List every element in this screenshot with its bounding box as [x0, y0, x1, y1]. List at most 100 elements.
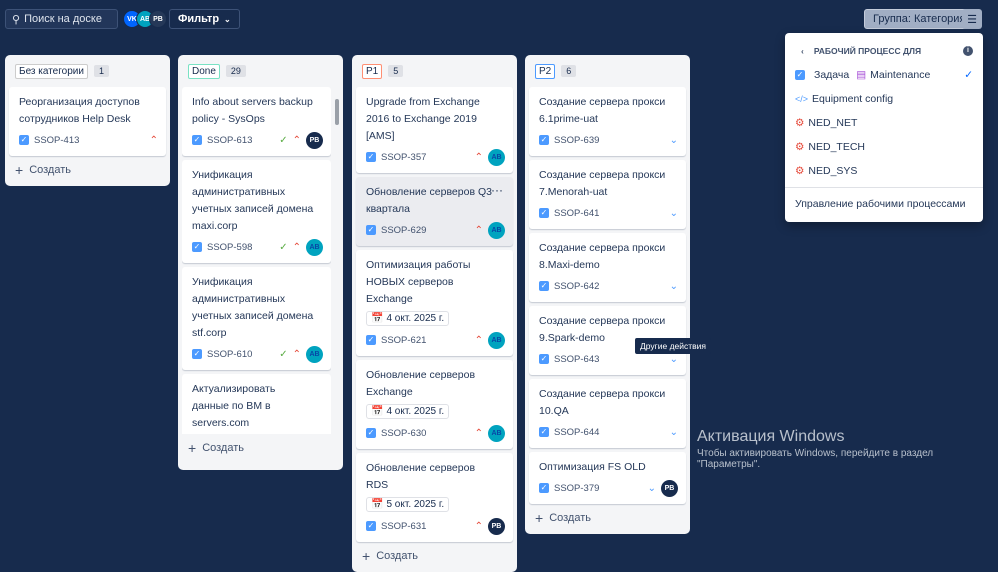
done-check-icon: ✓ — [279, 241, 288, 253]
chevron-down-icon: ⌄ — [224, 14, 231, 24]
assignee-avatar[interactable]: AB — [488, 331, 505, 349]
task-icon: ✓ — [19, 135, 29, 145]
task-icon: ✓ — [366, 521, 376, 531]
priority-high-icon: ⌃ — [149, 134, 158, 146]
create-issue-button[interactable]: + Создать — [535, 510, 591, 526]
issue-key[interactable]: SSOP-357 — [381, 151, 427, 163]
task-icon: ✓ — [192, 135, 202, 145]
menu-item-ned-net[interactable]: ⚙ NED_NET — [795, 117, 858, 129]
issue-key[interactable]: SSOP-613 — [207, 134, 253, 146]
menu-item-ned-tech[interactable]: ⚙ NED_TECH — [795, 141, 866, 153]
avatar[interactable]: PB — [149, 10, 167, 28]
back-icon[interactable]: ‹ — [801, 46, 804, 56]
issue-card[interactable]: Обновление серверов RDS 📅 5 окт. 2025 г. … — [356, 453, 513, 542]
priority-low-icon: ⌄ — [669, 207, 678, 219]
sliders-icon: ☰ — [967, 13, 977, 26]
column-title: Done — [188, 63, 220, 79]
issue-key[interactable]: SSOP-598 — [207, 241, 253, 253]
issue-card[interactable]: Реорганизация доступов сотрудников Help … — [9, 87, 166, 156]
column-header: P2 6 — [529, 59, 686, 83]
assignee-avatar[interactable]: AB — [488, 148, 505, 166]
avatar-group: VK AB PB — [123, 10, 167, 28]
due-date: 📅 5 окт. 2025 г. — [366, 497, 450, 512]
issue-key[interactable]: SSOP-643 — [554, 353, 600, 365]
view-settings-button[interactable]: ☰ — [962, 9, 982, 29]
task-icon: ✓ — [539, 208, 549, 218]
issue-card[interactable]: Унификация административных учетных запи… — [182, 160, 331, 263]
plus-icon: + — [362, 548, 371, 564]
calendar-icon: 📅 — [371, 313, 384, 324]
bug-icon: ⚙ — [795, 141, 805, 153]
issue-card[interactable]: Актуализировать данные по ВМ в servers.c… — [182, 374, 331, 434]
divider — [785, 187, 983, 188]
check-icon: ✓ — [964, 69, 973, 81]
group-by-button[interactable]: Группа: Категория — [864, 9, 975, 29]
column-title: P1 — [362, 63, 383, 79]
issue-card[interactable]: Создание сервера прокси 7.Menorah-uat ✓ S… — [529, 160, 686, 229]
issue-key[interactable]: SSOP-631 — [381, 520, 427, 532]
issue-key[interactable]: SSOP-642 — [554, 280, 600, 292]
scrollbar[interactable] — [334, 85, 340, 470]
issue-card[interactable]: Создание сервера прокси 10.QA ✓ SSOP-644 … — [529, 379, 686, 448]
issue-card[interactable]: Обновление серверов Exchange 📅 4 окт. 202… — [356, 360, 513, 449]
menu-item-equipment-config[interactable]: </> Equipment config — [795, 93, 894, 105]
card-title: Создание сервера прокси 10.QA — [539, 388, 666, 417]
issue-card[interactable]: Оптимизация работы НОВЫХ серверов Exchan… — [356, 250, 513, 356]
assignee-avatar[interactable]: PB — [661, 479, 678, 497]
issue-key[interactable]: SSOP-379 — [554, 482, 600, 494]
done-check-icon: ✓ — [279, 134, 288, 146]
workflow-menu: ‹ РАБОЧИЙ ПРОЦЕСС ДЛЯ i ✓ Задача ▤ Maintenanc… — [785, 33, 983, 222]
column-2: P1 5 Upgrade from Exchange 2016 to Exchan… — [352, 55, 517, 572]
menu-item-task-maintenance[interactable]: ✓ Задача ▤ Maintenance ✓ — [795, 69, 973, 81]
manage-workflows-link[interactable]: Управление рабочими процессами — [795, 198, 966, 210]
priority-low-icon: ⌄ — [647, 482, 656, 494]
create-issue-button[interactable]: + Создать — [15, 162, 71, 178]
priority-low-icon: ⌄ — [669, 280, 678, 292]
assignee-avatar[interactable]: PB — [488, 517, 505, 535]
priority-low-icon: ⌄ — [669, 353, 678, 365]
issue-key[interactable]: SSOP-629 — [381, 224, 427, 236]
issue-card[interactable]: Обновление серверов Q3 квартала ··· ✓ SSO… — [356, 177, 513, 246]
issue-key[interactable]: SSOP-630 — [381, 427, 427, 439]
done-check-icon: ✓ — [279, 348, 288, 360]
assignee-avatar[interactable]: AB — [488, 424, 505, 442]
plus-icon: + — [535, 510, 544, 526]
code-icon: </> — [795, 94, 809, 104]
issue-card[interactable]: Создание сервера прокси 6.1prime-uat ✓ SS… — [529, 87, 686, 156]
menu-item-ned-sys[interactable]: ⚙ NED_SYS — [795, 165, 858, 177]
priority-high-icon: ⌃ — [292, 241, 301, 253]
card-title: Обновление серверов Exchange — [366, 369, 476, 398]
board-search-input[interactable]: ⚲ Поиск на доске — [5, 9, 118, 29]
due-date: 📅 4 окт. 2025 г. — [366, 404, 450, 419]
issue-card[interactable]: Оптимизация FS OLD ✓ SSOP-379 ⌄ PB — [529, 452, 686, 504]
issue-card[interactable]: Info about servers backup policy - SysOp… — [182, 87, 331, 156]
more-actions-icon[interactable]: ··· — [491, 183, 503, 197]
issue-key[interactable]: SSOP-644 — [554, 426, 600, 438]
assignee-avatar[interactable]: AB — [488, 221, 505, 239]
issue-key[interactable]: SSOP-639 — [554, 134, 600, 146]
issue-card[interactable]: Upgrade from Exchange 2016 to Exchange 2… — [356, 87, 513, 173]
column-1: Done 29 Info about servers backup policy … — [178, 55, 343, 470]
issue-key[interactable]: SSOP-413 — [34, 134, 80, 146]
filter-button[interactable]: Фильтр ⌄ — [169, 9, 240, 29]
card-title: Обновление серверов Q3 квартала — [366, 186, 492, 215]
priority-high-icon: ⌃ — [474, 224, 483, 236]
task-icon: ✓ — [539, 135, 549, 145]
menu-header: ‹ РАБОЧИЙ ПРОЦЕСС ДЛЯ i — [785, 39, 983, 63]
issue-card[interactable]: Унификация административных учетных запи… — [182, 267, 331, 370]
create-issue-button[interactable]: + Создать — [188, 440, 244, 456]
card-title: Создание сервера прокси 7.Menorah-uat — [539, 169, 666, 198]
issue-card[interactable]: Создание сервера прокси 8.Maxi-demo ✓ SSO… — [529, 233, 686, 302]
card-title: Обновление серверов RDS — [366, 462, 476, 491]
column-0: Без категории 1 Реорганизация доступов со… — [5, 55, 170, 186]
create-issue-button[interactable]: + Создать — [362, 548, 418, 564]
assignee-avatar[interactable]: PB — [306, 131, 323, 149]
issue-key[interactable]: SSOP-610 — [207, 348, 253, 360]
task-icon: ✓ — [795, 70, 805, 80]
card-title: Унификация административных учетных запи… — [192, 276, 314, 339]
assignee-avatar[interactable]: AB — [306, 238, 323, 256]
assignee-avatar[interactable]: AB — [306, 345, 323, 363]
issue-key[interactable]: SSOP-621 — [381, 334, 427, 346]
issue-key[interactable]: SSOP-641 — [554, 207, 600, 219]
info-icon[interactable]: i — [963, 46, 973, 56]
